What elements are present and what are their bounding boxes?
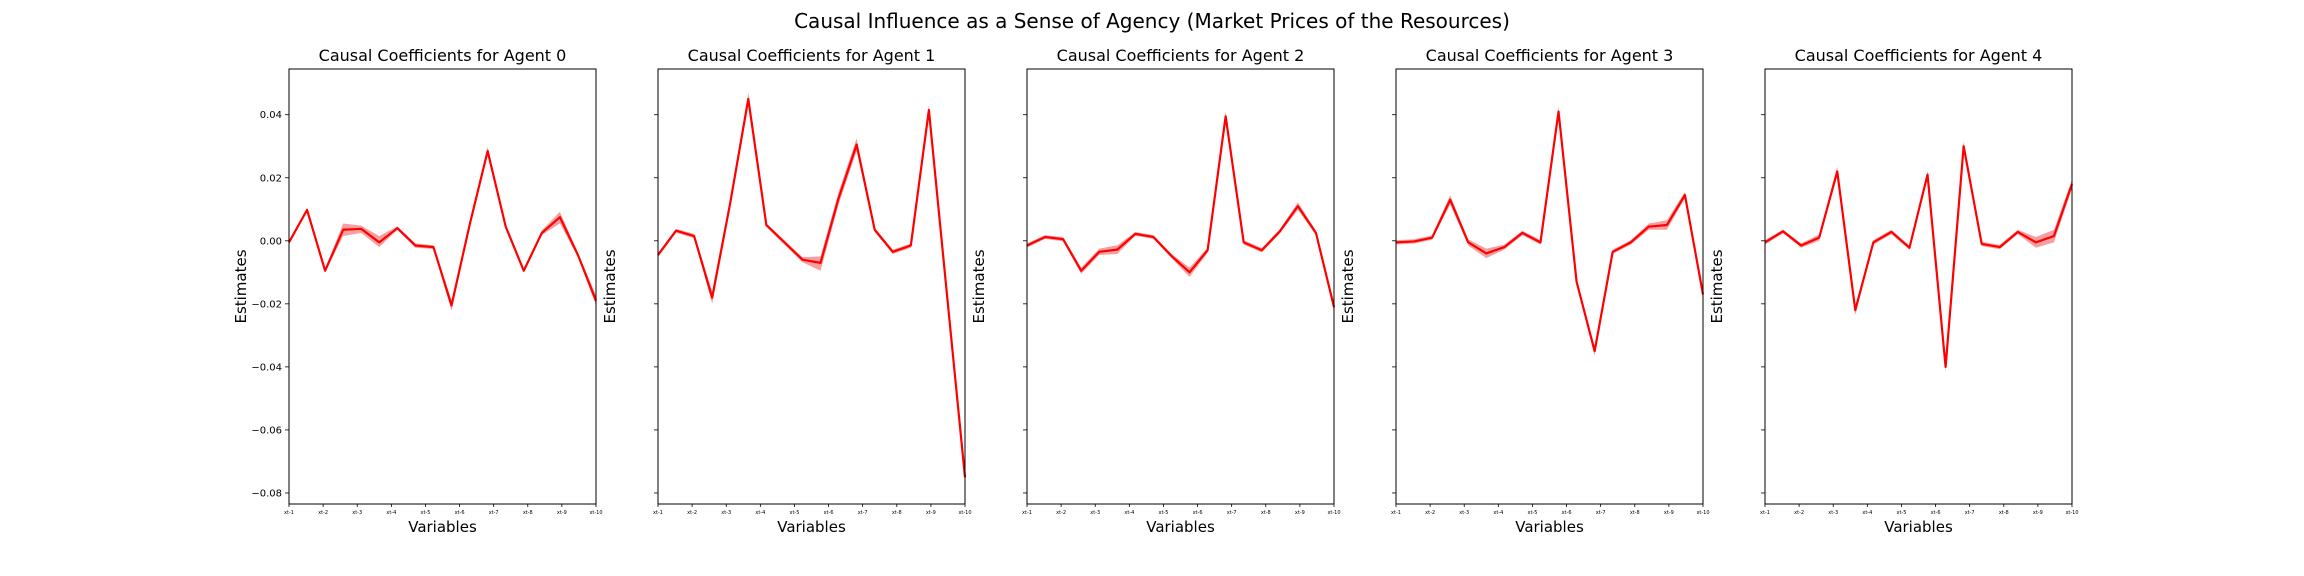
- y-tick-label: −0.04: [251, 362, 282, 373]
- x-tick-label: xt-2: [1056, 510, 1066, 516]
- plot-frame: [1764, 68, 2073, 505]
- x-tick-label: xt-5: [420, 510, 430, 516]
- x-tick-label: xt-7: [1596, 510, 1606, 516]
- y-axis-label: Estimates: [1339, 249, 1357, 323]
- x-tick-label: xt-3: [1090, 510, 1100, 516]
- x-tick-label: xt-1: [1760, 510, 1770, 516]
- y-axis-label: Estimates: [970, 249, 988, 323]
- subplot-agent-3: Causal Coefficients for Agent 3 Estimates…: [1339, 46, 1710, 536]
- subplot-title: Causal Coefficients for Agent 4: [1795, 46, 2043, 65]
- subplot-agent-2: Causal Coefficients for Agent 2 Estimates…: [970, 46, 1341, 536]
- x-tick-label: xt-6: [1193, 510, 1203, 516]
- x-tick-label: xt-6: [455, 510, 465, 516]
- y-axis-label: Estimates: [601, 249, 619, 323]
- x-tick-label: xt-9: [1664, 510, 1674, 516]
- subplot-agent-4: Causal Coefficients for Agent 4 Estimates…: [1708, 46, 2079, 536]
- series-line: [657, 97, 967, 478]
- x-tick-label: xt-2: [1794, 510, 1804, 516]
- y-tick-label: −0.08: [251, 488, 282, 499]
- x-tick-label: xt-4: [755, 510, 765, 516]
- x-tick-label: xt-5: [1158, 510, 1168, 516]
- x-tick-label: xt-10: [1696, 510, 1709, 516]
- x-axis-label: Variables: [777, 518, 846, 536]
- x-tick-label: xt-9: [1295, 510, 1305, 516]
- x-tick-label: xt-8: [1261, 510, 1271, 516]
- series-line: [288, 149, 598, 307]
- x-tick-label: xt-4: [1862, 510, 1872, 516]
- x-tick-label: xt-10: [1327, 510, 1340, 516]
- x-tick-label: xt-10: [958, 510, 971, 516]
- plot-frame: [288, 68, 597, 505]
- x-tick-label: xt-10: [2065, 510, 2078, 516]
- x-tick-label: xt-8: [1999, 510, 2009, 516]
- x-axis-label: Variables: [1884, 518, 1953, 536]
- x-tick-label: xt-8: [1630, 510, 1640, 516]
- x-tick-label: xt-7: [1965, 510, 1975, 516]
- x-tick-label: xt-5: [1896, 510, 1906, 516]
- plot-frame: [1395, 68, 1704, 505]
- x-tick-label: xt-3: [352, 510, 362, 516]
- x-tick-label: xt-1: [1022, 510, 1032, 516]
- x-tick-label: xt-3: [1828, 510, 1838, 516]
- y-axis-label: Estimates: [232, 249, 250, 323]
- confidence-band: [1396, 106, 1703, 356]
- subplot-panels: Causal Coefficients for Agent 0 Estimates…: [232, 46, 2079, 536]
- x-tick-label: xt-3: [1459, 510, 1469, 516]
- x-tick-label: xt-4: [386, 510, 396, 516]
- x-tick-label: xt-8: [892, 510, 902, 516]
- subplot-agent-0: Causal Coefficients for Agent 0 Estimates…: [232, 46, 603, 536]
- x-tick-label: xt-3: [721, 510, 731, 516]
- series-line: [1026, 115, 1336, 308]
- x-axis-label: Variables: [1146, 518, 1215, 536]
- confidence-band: [1765, 141, 2072, 372]
- x-tick-label: xt-7: [858, 510, 868, 516]
- plot-frame: [657, 68, 966, 505]
- subplot-agent-1: Causal Coefficients for Agent 1 Estimates…: [601, 46, 972, 536]
- y-tick-label: −0.06: [251, 425, 282, 436]
- x-tick-label: xt-9: [926, 510, 936, 516]
- x-tick-label: xt-4: [1493, 510, 1503, 516]
- subplot-title: Causal Coefficients for Agent 2: [1057, 46, 1305, 65]
- x-tick-label: xt-6: [824, 510, 834, 516]
- x-tick-label: xt-2: [1425, 510, 1435, 516]
- x-tick-label: xt-8: [523, 510, 533, 516]
- x-tick-label: xt-10: [589, 510, 602, 516]
- figure-suptitle: Causal Influence as a Sense of Agency (M…: [794, 9, 1510, 33]
- x-tick-label: xt-6: [1931, 510, 1941, 516]
- x-tick-label: xt-1: [284, 510, 294, 516]
- x-tick-label: xt-1: [653, 510, 663, 516]
- x-tick-label: xt-6: [1562, 510, 1572, 516]
- x-tick-label: xt-2: [318, 510, 328, 516]
- x-axis-label: Variables: [1515, 518, 1584, 536]
- y-tick-label: −0.02: [251, 299, 282, 310]
- series-line: [1395, 110, 1705, 353]
- plot-frame: [1026, 68, 1335, 505]
- subplot-title: Causal Coefficients for Agent 1: [688, 46, 936, 65]
- x-axis-label: Variables: [408, 518, 477, 536]
- y-axis-label: Estimates: [1708, 249, 1726, 323]
- subplot-title: Causal Coefficients for Agent 3: [1426, 46, 1674, 65]
- series-line: [1764, 145, 2074, 368]
- x-tick-label: xt-7: [489, 510, 499, 516]
- x-tick-label: xt-5: [1527, 510, 1537, 516]
- confidence-band: [289, 146, 596, 311]
- x-tick-label: xt-4: [1124, 510, 1134, 516]
- x-tick-label: xt-2: [687, 510, 697, 516]
- confidence-band: [1027, 111, 1334, 312]
- x-tick-label: xt-7: [1227, 510, 1237, 516]
- y-tick-label: 0.00: [260, 236, 282, 247]
- subplot-title: Causal Coefficients for Agent 0: [319, 46, 567, 65]
- x-tick-label: xt-9: [2033, 510, 2043, 516]
- y-tick-label: 0.02: [260, 173, 282, 184]
- x-tick-label: xt-5: [789, 510, 799, 516]
- x-tick-label: xt-9: [557, 510, 567, 516]
- confidence-band: [658, 92, 965, 486]
- x-tick-label: xt-1: [1391, 510, 1401, 516]
- y-tick-label: 0.04: [260, 110, 282, 121]
